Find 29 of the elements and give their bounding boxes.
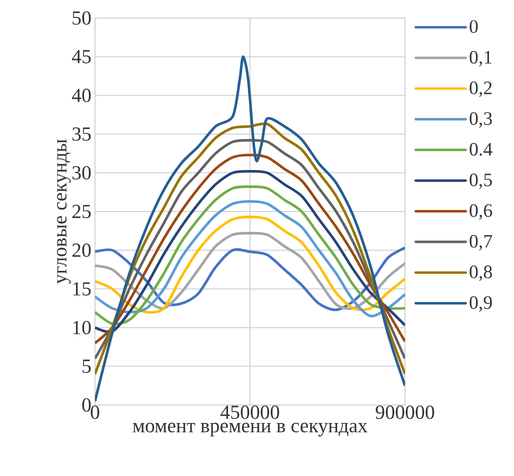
legend-label: 0,9 bbox=[470, 296, 492, 312]
y-tick-label: 25 bbox=[72, 204, 91, 218]
x-axis-title: момент времени в секундах bbox=[132, 422, 368, 436]
legend-label: 0,6 bbox=[470, 204, 492, 220]
y-tick-label: 45 bbox=[72, 50, 91, 64]
legend-label: 0,8 bbox=[470, 266, 492, 282]
line-series bbox=[95, 200, 406, 318]
x-tick-label: 0 bbox=[90, 406, 100, 419]
legend-label: 0,1 bbox=[470, 50, 492, 66]
line-series bbox=[95, 232, 406, 310]
line-series bbox=[95, 216, 406, 314]
y-axis-title: угловые секунды bbox=[57, 139, 71, 284]
y-tick-label: 35 bbox=[72, 127, 91, 141]
legend-label: 0,3 bbox=[470, 112, 492, 128]
legend-label: 0 bbox=[470, 20, 478, 33]
y-tick-label: 30 bbox=[72, 166, 91, 180]
y-tick-label: 15 bbox=[73, 282, 91, 296]
y-tick-label: 40 bbox=[72, 88, 91, 102]
y-tick-label: 20 bbox=[72, 243, 91, 257]
y-tick-label: 10 bbox=[73, 320, 91, 334]
x-tick-label: 450000 bbox=[220, 406, 280, 419]
y-tick-label: 50 bbox=[72, 11, 91, 25]
legend-label: 0,2 bbox=[470, 82, 492, 98]
legend-label: 0.4 bbox=[470, 142, 492, 156]
line-series bbox=[95, 55, 406, 402]
legend-label: 0,7 bbox=[470, 234, 492, 250]
x-tick-label: 900000 bbox=[376, 406, 434, 419]
y-tick-label: 5 bbox=[82, 360, 91, 373]
legend-label: 0,5 bbox=[470, 174, 492, 190]
